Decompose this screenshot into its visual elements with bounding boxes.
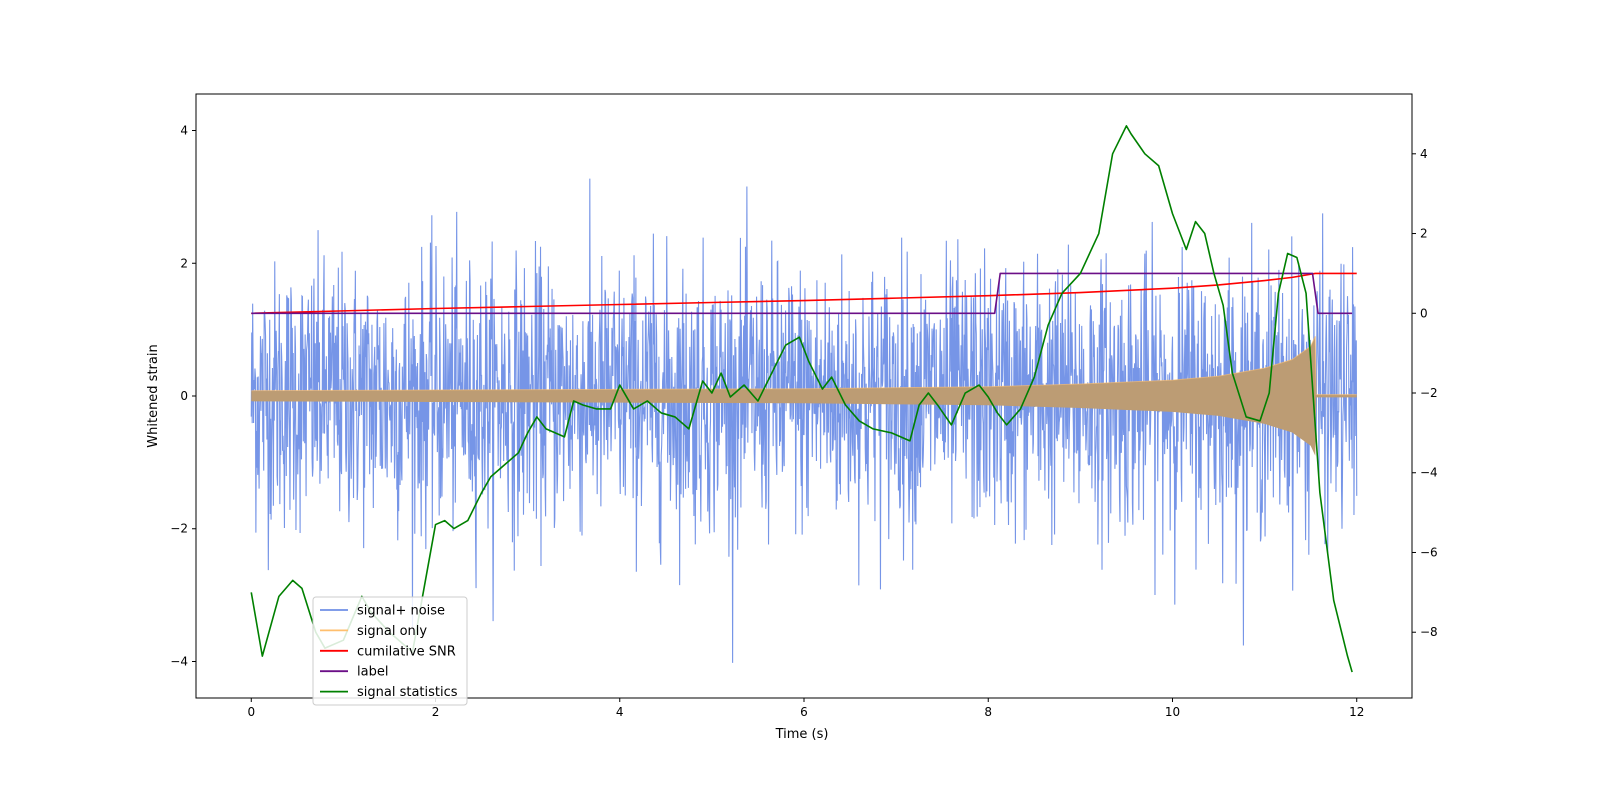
y2-tick-label: −6 [1420, 545, 1438, 559]
legend-entry: signal+ noise [320, 604, 445, 619]
x-tick-label: 2 [432, 705, 440, 719]
legend: signal+ noise signal only cumilative SNR la… [312, 596, 468, 706]
x-tick-label: 0 [247, 705, 255, 719]
y-tick-label: 0 [180, 389, 188, 403]
y-axis-right: −8 −6 −4 −2 0 2 4 [1412, 147, 1438, 639]
label-line [251, 272, 1353, 315]
plot-area [250, 125, 1358, 673]
legend-label: signal statistics [357, 685, 458, 700]
legend-label: signal+ noise [357, 604, 445, 619]
signal-only-band [251, 336, 1357, 456]
y-axis-left: −4 −2 0 2 4 [170, 124, 196, 668]
x-tick-label: 6 [800, 705, 808, 719]
legend-label: cumilative SNR [357, 644, 456, 659]
y-tick-label: 4 [180, 124, 188, 138]
y2-tick-label: 2 [1420, 227, 1428, 241]
signal-only-envelope [251, 336, 1357, 456]
x-tick-label: 4 [616, 705, 624, 719]
x-tick-label: 12 [1349, 705, 1364, 719]
signal-only-upper-edge [251, 336, 1357, 396]
x-tick-label: 10 [1165, 705, 1180, 719]
y2-tick-label: 0 [1420, 306, 1428, 320]
y-tick-label: −2 [170, 522, 188, 536]
legend-label: signal only [357, 624, 427, 639]
y2-tick-label: −8 [1420, 625, 1438, 639]
cumilative-snr-line [251, 272, 1357, 315]
y-tick-label: 2 [180, 256, 188, 270]
legend-label: label [357, 665, 388, 680]
signal-statistics-line [250, 125, 1353, 673]
x-axis: 0 2 4 6 8 10 12 [247, 698, 1364, 719]
y2-tick-label: 4 [1420, 147, 1428, 161]
signal-only-series [251, 336, 1357, 456]
x-tick-label: 8 [984, 705, 992, 719]
y2-tick-label: −2 [1420, 386, 1438, 400]
legend-entry: label [320, 665, 388, 680]
y-axis-label: Whitened strain [146, 344, 161, 447]
legend-entry: signal statistics [320, 685, 458, 700]
line-series-group [250, 125, 1357, 673]
legend-entry: cumilative SNR [320, 644, 456, 659]
y2-tick-label: −4 [1420, 466, 1438, 480]
legend-box [312, 596, 468, 706]
y-tick-label: −4 [170, 654, 188, 668]
x-axis-label: Time (s) [775, 727, 829, 742]
legend-entry: signal only [320, 624, 427, 639]
